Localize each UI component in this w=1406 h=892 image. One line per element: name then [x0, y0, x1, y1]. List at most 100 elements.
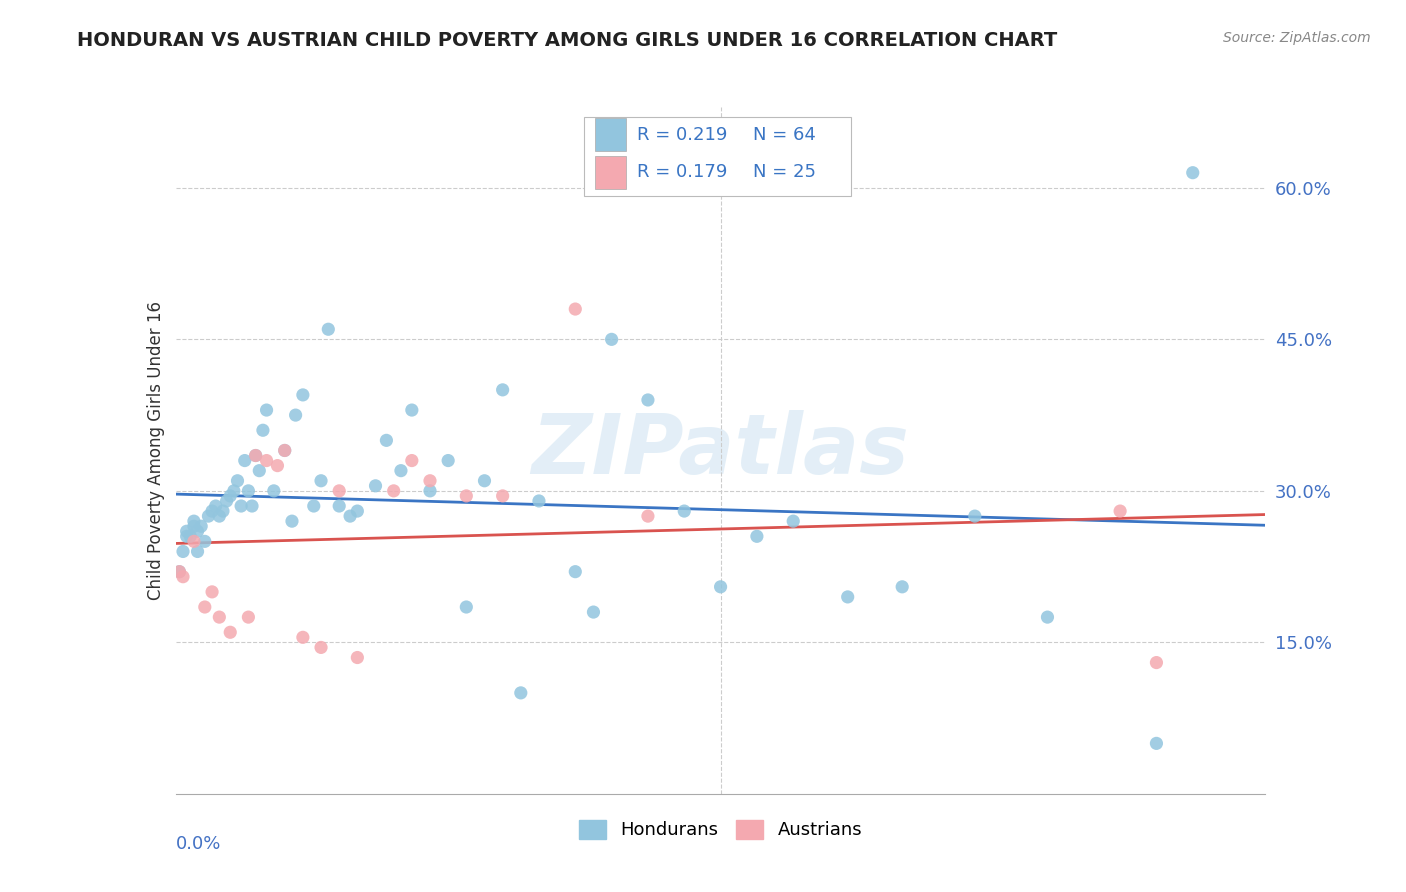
- Point: [302, 499, 325, 513]
- Point: [1181, 166, 1204, 180]
- Point: [637, 509, 659, 524]
- Point: [673, 504, 696, 518]
- Point: [291, 630, 314, 644]
- Text: HONDURAN VS AUSTRIAN CHILD POVERTY AMONG GIRLS UNDER 16 CORRELATION CHART: HONDURAN VS AUSTRIAN CHILD POVERTY AMONG…: [77, 31, 1057, 50]
- Point: [266, 458, 288, 473]
- Point: [474, 474, 496, 488]
- Point: [172, 570, 194, 584]
- Point: [274, 443, 297, 458]
- Point: [309, 474, 332, 488]
- Point: [437, 453, 460, 467]
- Point: [238, 610, 260, 624]
- Point: [256, 453, 278, 467]
- Point: [419, 474, 441, 488]
- Point: [263, 483, 285, 498]
- Point: [375, 434, 398, 448]
- Point: [208, 509, 231, 524]
- Point: [233, 453, 256, 467]
- Point: [1109, 504, 1132, 518]
- Point: [169, 565, 191, 579]
- Point: [891, 580, 914, 594]
- Point: [226, 474, 249, 488]
- Point: [318, 322, 340, 336]
- Point: [247, 464, 270, 478]
- Point: [245, 449, 267, 463]
- Point: [284, 408, 307, 422]
- Point: [222, 483, 245, 498]
- Point: [837, 590, 859, 604]
- Point: [183, 514, 205, 528]
- Point: [600, 332, 623, 346]
- Text: 0.0%: 0.0%: [176, 835, 221, 853]
- Text: N = 25: N = 25: [754, 163, 817, 181]
- Point: [281, 514, 304, 528]
- Point: [183, 534, 205, 549]
- FancyBboxPatch shape: [595, 156, 626, 189]
- Legend: Hondurans, Austrians: Hondurans, Austrians: [571, 813, 870, 847]
- Point: [190, 519, 212, 533]
- Point: [309, 640, 332, 655]
- Point: [346, 650, 368, 665]
- Point: [1036, 610, 1059, 624]
- Text: Source: ZipAtlas.com: Source: ZipAtlas.com: [1223, 31, 1371, 45]
- Point: [291, 388, 314, 402]
- Point: [492, 383, 515, 397]
- Point: [201, 504, 224, 518]
- Point: [782, 514, 804, 528]
- Point: [176, 524, 198, 539]
- Point: [219, 625, 242, 640]
- Point: [710, 580, 733, 594]
- Point: [509, 686, 531, 700]
- Point: [582, 605, 605, 619]
- Point: [637, 392, 659, 407]
- Point: [194, 600, 217, 615]
- Point: [179, 529, 201, 543]
- Point: [456, 489, 478, 503]
- Point: [240, 499, 263, 513]
- Point: [963, 509, 986, 524]
- Point: [215, 494, 238, 508]
- Point: [172, 544, 194, 558]
- Text: R = 0.179: R = 0.179: [637, 163, 727, 181]
- Point: [274, 443, 297, 458]
- Point: [183, 519, 205, 533]
- Point: [219, 489, 242, 503]
- Point: [208, 610, 231, 624]
- Point: [564, 565, 586, 579]
- Text: N = 64: N = 64: [754, 126, 815, 144]
- Text: R = 0.219: R = 0.219: [637, 126, 727, 144]
- Point: [564, 301, 586, 316]
- Point: [186, 524, 209, 539]
- Point: [169, 565, 191, 579]
- Point: [252, 423, 274, 437]
- Point: [1146, 656, 1168, 670]
- Point: [212, 504, 235, 518]
- Point: [419, 483, 441, 498]
- FancyBboxPatch shape: [585, 118, 852, 196]
- Point: [389, 464, 412, 478]
- Point: [328, 483, 350, 498]
- Point: [176, 529, 198, 543]
- Point: [401, 403, 423, 417]
- Point: [492, 489, 515, 503]
- Point: [527, 494, 550, 508]
- Point: [231, 499, 253, 513]
- Y-axis label: Child Poverty Among Girls Under 16: Child Poverty Among Girls Under 16: [146, 301, 165, 600]
- FancyBboxPatch shape: [595, 118, 626, 151]
- Text: ZIPatlas: ZIPatlas: [531, 410, 910, 491]
- Point: [194, 534, 217, 549]
- Point: [339, 509, 361, 524]
- Point: [186, 544, 209, 558]
- Point: [364, 479, 387, 493]
- Point: [201, 585, 224, 599]
- Point: [197, 509, 219, 524]
- Point: [204, 499, 226, 513]
- Point: [382, 483, 405, 498]
- Point: [238, 483, 260, 498]
- Point: [1146, 736, 1168, 750]
- Point: [346, 504, 368, 518]
- Point: [245, 449, 267, 463]
- Point: [328, 499, 350, 513]
- Point: [401, 453, 423, 467]
- Point: [256, 403, 278, 417]
